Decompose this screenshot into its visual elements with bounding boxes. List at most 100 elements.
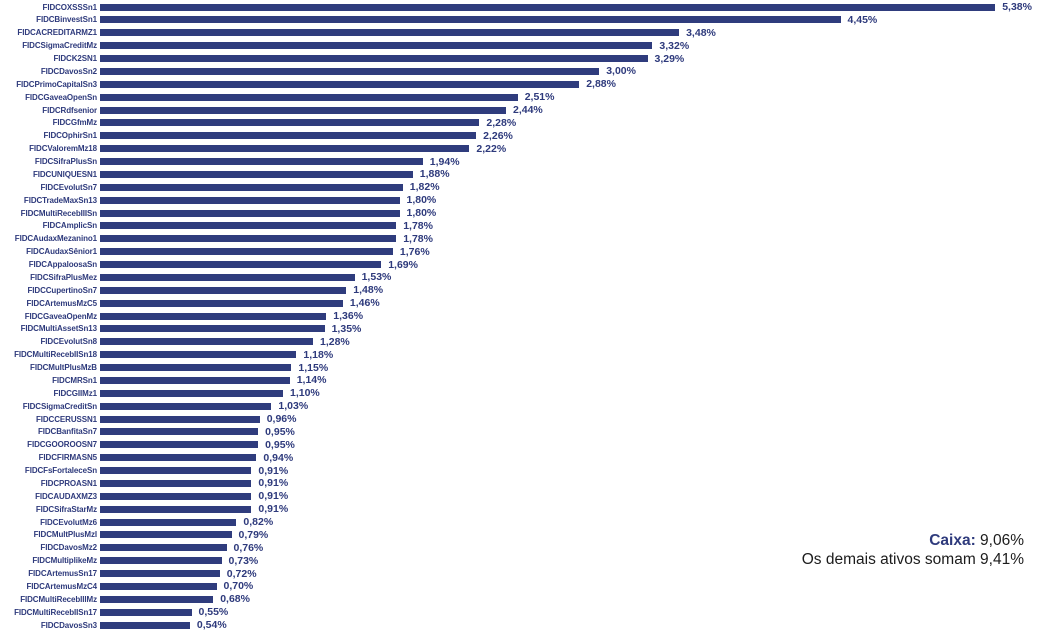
bar-row: FIDCMultPlusMzB 1,15% <box>0 362 1045 374</box>
bar-row: FIDCCupertinoSn7 1,48% <box>0 284 1045 296</box>
bar-value-label: 5,38% <box>1002 1 1032 13</box>
bar-category-label: FIDCGIIMz1 <box>53 388 98 398</box>
bar-value-label: 1,80% <box>406 207 437 219</box>
bar <box>100 312 327 320</box>
bar-category-label: FIDCK2SN1 <box>53 54 97 63</box>
bar-value-label: 1,46% <box>349 297 380 310</box>
bar <box>100 505 252 513</box>
bar-row: FIDCTradeMaxSn13 1,80% <box>0 194 1045 206</box>
bar <box>100 428 259 436</box>
bar-value-label: 1,88% <box>419 168 450 181</box>
bar-value-label: 0,96% <box>266 413 297 425</box>
bar-row: FIDCFsFortaleceSn 0,91% <box>0 465 1045 477</box>
bar <box>100 158 423 165</box>
bar-category-label: FIDCGaveaOpenSn <box>25 92 97 102</box>
bar-value-label: 0,70% <box>223 580 254 593</box>
bar <box>100 170 413 178</box>
bar <box>100 235 397 243</box>
bar-row: FIDCSigmaCreditMz 3,32% <box>0 40 1045 52</box>
bar-value-label: 1,28% <box>320 335 350 348</box>
bar-category-label: FIDCPROASN1 <box>40 478 97 488</box>
bar-category-label: FIDCRdfsenior <box>42 105 97 115</box>
bar-row: FIDCAppaloosaSn 1,69% <box>0 259 1045 271</box>
bar <box>100 415 260 423</box>
bar <box>100 467 252 474</box>
bar-value-label: 0,91% <box>258 464 289 477</box>
bar-row: FIDCK2SN1 3,29% <box>0 53 1045 65</box>
bar-category-label: FIDCCERUSSN1 <box>35 414 97 424</box>
bar-row: FIDCArtemusMzC5 1,46% <box>0 297 1045 309</box>
bar-value-label: 1,78% <box>403 232 433 245</box>
bar-row: FIDCEvolutMz6 0,82% <box>0 516 1045 528</box>
bar-row: FIDCSifraPlusSn 1,94% <box>0 156 1045 168</box>
bar-category-label: FIDCSigmaCreditSn <box>22 401 97 411</box>
bar-row: FIDCGfmMz 2,28% <box>0 117 1045 129</box>
bar-category-label: FIDCBinvestSn1 <box>36 15 97 25</box>
bar-category-label: FIDCGfmMz <box>52 118 98 128</box>
bar-row: FIDCArtemusMzC4 0,70% <box>0 580 1045 592</box>
bar <box>100 132 477 140</box>
bar-row: FIDCDavosMz2 0,76% <box>0 542 1045 554</box>
bar-row: FIDCMultiRecebIISn18 1,18% <box>0 349 1045 361</box>
bar <box>100 376 290 384</box>
bar <box>100 402 272 410</box>
bar <box>100 93 518 101</box>
bar-category-label: FIDCMultiplikeMz <box>32 556 97 566</box>
bar-category-label: FIDCSigmaCreditMz <box>22 41 97 51</box>
bar-category-label: FIDCMRSn1 <box>52 375 97 385</box>
bar-value-label: 0,91% <box>258 490 289 503</box>
bar <box>100 42 653 50</box>
bar-value-label: 2,22% <box>476 142 507 155</box>
bar-value-label: 0,54% <box>196 619 227 631</box>
bar-category-label: FIDCAudaxMezanino1 <box>14 234 97 244</box>
bar-row: FIDCEvolutSn8 1,28% <box>0 336 1045 348</box>
bar-category-label: FIDCACREDITARMZ1 <box>17 28 97 38</box>
bar <box>100 119 480 127</box>
bar-value-label: 0,73% <box>228 554 259 567</box>
bar-value-label: 1,14% <box>296 374 327 387</box>
bar-value-label: 1,94% <box>429 155 460 168</box>
caixa-line: Caixa: 9,06% <box>802 531 1024 550</box>
bar <box>100 325 325 333</box>
bar-value-label: 1,15% <box>298 361 329 374</box>
others-sum-text: Os demais ativos somam 9,41% <box>801 551 1024 568</box>
bar-value-label: 1,48% <box>353 284 384 297</box>
bar-value-label: 2,88% <box>586 78 616 91</box>
bar-category-label: FIDCMultPlusMzB <box>30 363 97 372</box>
bar <box>100 608 192 616</box>
bar <box>100 351 297 359</box>
bar-category-label: FIDCArtemusMzC4 <box>26 581 97 591</box>
bar-category-label: FIDCFIRMASN5 <box>38 453 97 463</box>
bar-row: FIDCBinvestSn1 4,45% <box>0 14 1045 26</box>
bar-row: FIDCArtemusSn17 0,72% <box>0 568 1045 580</box>
bar-row: FIDCPrimoCapitalSn3 2,88% <box>0 78 1045 90</box>
bar-category-label: FIDCAudaxSênior1 <box>26 247 97 257</box>
bar <box>100 145 470 153</box>
bar-value-label: 1,76% <box>399 245 430 258</box>
bar <box>100 248 393 256</box>
bar <box>100 55 648 62</box>
bar <box>100 454 257 462</box>
bar-category-label: FIDCMultiRecebIISn18 <box>14 350 97 360</box>
bar-value-label: 3,00% <box>606 65 636 78</box>
bar-row: FIDCValoremMz18 2,22% <box>0 143 1045 155</box>
bar-row: FIDCDavosSn3 0,54% <box>0 619 1045 631</box>
bar-row: FIDCPROASN1 0,91% <box>0 477 1045 489</box>
bar-value-label: 1,82% <box>409 181 440 194</box>
bar-category-label: FIDCDavosSn3 <box>40 620 97 630</box>
bar-category-label: FIDCEvolutSn8 <box>40 337 98 347</box>
bar-value-label: 3,48% <box>686 26 716 39</box>
bar <box>100 544 227 552</box>
bar-category-label: FIDCAppaloosaSn <box>28 260 97 269</box>
bar-category-label: FIDCAUDAXMZ3 <box>35 491 97 501</box>
bar-row: FIDCACREDITARMZ1 3,48% <box>0 27 1045 39</box>
bar-category-label: FIDCUNIQUESN1 <box>32 169 97 179</box>
bar <box>100 582 217 590</box>
bar-value-label: 2,44% <box>513 104 543 116</box>
bar-value-label: 1,69% <box>388 258 418 271</box>
bar-row: FIDCBanfitaSn7 0,95% <box>0 426 1045 438</box>
bar-value-label: 1,35% <box>331 322 362 335</box>
bar-category-label: FIDCValoremMz18 <box>29 144 97 154</box>
bar-value-label: 3,32% <box>659 39 690 52</box>
